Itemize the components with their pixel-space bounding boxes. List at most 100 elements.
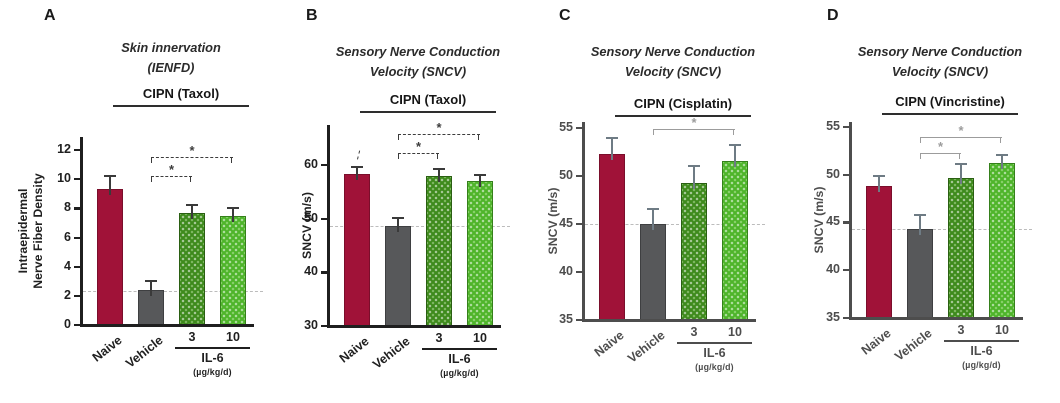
significance-bracket-tick	[920, 152, 921, 159]
significance-bracket-tick	[151, 176, 152, 183]
chart-title-line1: Skin innervation	[121, 40, 221, 55]
y-tick-mark	[74, 294, 80, 298]
y-tick-label: 55	[826, 118, 840, 133]
error-bar-cap	[392, 217, 404, 220]
plot-area: IL-6 (µg/kg/d) 0 2 4 6 8 10 12 * * Naive Vehicle 3 1…	[57, 137, 263, 377]
y-tick-mark	[74, 178, 80, 181]
bar-3	[948, 178, 974, 318]
y-tick-mark	[74, 265, 80, 268]
x-label-dose-3: 3	[435, 331, 443, 345]
error-bar-stem	[611, 138, 613, 160]
error-bar-cap	[873, 175, 885, 178]
error-bar-stem	[878, 176, 880, 193]
plot-area: IL-6 (µg/kg/d) 35 40 45 50 55 * * Naive Vehicle 3…	[826, 119, 1032, 370]
y-tick-mark	[74, 149, 80, 152]
x-axis-line	[327, 325, 501, 328]
error-bar-cap	[729, 144, 741, 147]
y-tick-label: 45	[826, 214, 840, 229]
significance-asterisk: *	[436, 120, 442, 136]
y-tick-label: 10	[57, 171, 71, 186]
bar-10	[220, 215, 246, 325]
dose-group-label: IL-6	[448, 352, 471, 366]
y-tick-mark	[74, 324, 80, 327]
y-tick-label: 40	[826, 262, 840, 277]
significance-bracket-line	[398, 153, 439, 155]
bar-3	[681, 182, 707, 320]
y-tick-label: 55	[559, 119, 573, 134]
y-tick-mark	[576, 174, 582, 177]
x-axis-line	[80, 324, 254, 327]
significance-bracket-line	[398, 134, 480, 136]
error-bar-cap	[955, 163, 967, 166]
significance-asterisk: *	[168, 162, 175, 178]
significance-bracket-tick	[920, 137, 921, 144]
significance-asterisk: *	[691, 114, 697, 130]
chart-title: Sensory Nerve Conduction Velocity (SNCV)	[828, 42, 1052, 82]
bar-10	[989, 163, 1015, 318]
error-bar-stem	[150, 281, 152, 296]
y-tick-mark	[576, 319, 582, 322]
treatment-group-label: CIPN (Taxol)	[360, 92, 496, 113]
y-axis-label-line1: Intraepidermal	[16, 188, 30, 274]
y-tick-mark	[321, 325, 327, 328]
y-tick-label: 35	[559, 312, 573, 326]
panel-letter: D	[827, 7, 840, 24]
significance-bracket-line	[151, 157, 233, 159]
bar-vehicle	[385, 226, 411, 326]
significance-bracket-line	[920, 152, 961, 154]
bar-10	[467, 181, 493, 326]
significance-bracket-tick	[653, 128, 654, 135]
plot-area: IL-6 (µg/kg/d) 35 40 45 50 55 * Naive Vehicle 3 1…	[559, 116, 765, 372]
error-bar-cap	[145, 280, 157, 283]
error-bar-stem	[397, 218, 399, 233]
significance-bracket-tick	[437, 153, 439, 160]
dose-group-line	[677, 342, 752, 344]
x-label-dose-10: 10	[473, 331, 487, 345]
chart-title-line2: Velocity (SNCV)	[891, 63, 989, 79]
error-bar-stem	[693, 166, 695, 189]
y-tick-label: 30	[304, 318, 318, 332]
error-bar-stem	[919, 214, 921, 236]
panel-b: B Sensory Nerve Conduction Velocity (SNC…	[280, 0, 532, 403]
panel-letter: A	[44, 7, 57, 24]
significance-bracket-tick	[398, 134, 399, 141]
y-tick-mark	[321, 164, 327, 167]
panel-letter: B	[306, 7, 319, 24]
error-bar-cap	[996, 153, 1008, 156]
y-tick-mark	[74, 207, 80, 210]
chart-title-line2: (IENFD)	[147, 59, 195, 75]
error-bar-stem	[734, 145, 736, 168]
x-label-dose-3: 3	[188, 330, 196, 344]
significance-bracket-tick	[1000, 137, 1002, 144]
y-tick-mark	[576, 270, 582, 274]
significance-bracket-line	[151, 176, 192, 178]
error-bar-stem	[438, 168, 440, 183]
y-tick-mark	[843, 125, 849, 128]
panel-a: A Skin innervation (IENFD) CIPN (Taxol) …	[0, 0, 280, 403]
dose-units-label: (µg/kg/d)	[193, 367, 232, 377]
x-label-dose-10: 10	[995, 323, 1009, 337]
y-tick-mark	[843, 221, 849, 224]
y-tick-mark	[843, 269, 849, 272]
dose-units-label: (µg/kg/d)	[695, 362, 734, 372]
error-bar-stem	[960, 164, 962, 185]
significance-asterisk: *	[415, 139, 422, 155]
error-bar-cap	[433, 167, 445, 170]
bar-3	[426, 176, 452, 326]
dose-group-label: IL-6	[970, 344, 993, 358]
y-tick-label: 6	[64, 229, 71, 244]
y-tick-label: 12	[57, 142, 71, 157]
y-tick-label: 50	[304, 210, 318, 225]
y-axis-line	[582, 122, 585, 321]
dose-group-label: IL-6	[703, 346, 726, 360]
plot-area: IL-6 (µg/kg/d) 30 40 50 60 * * Naive Vehicle 3 10	[304, 121, 510, 378]
bar-3	[179, 212, 205, 325]
y-tick-mark	[321, 271, 327, 274]
x-label-dose-10: 10	[226, 330, 240, 344]
y-axis-line	[849, 122, 852, 319]
error-bar-cap	[351, 166, 363, 169]
y-tick-label: 40	[304, 264, 318, 279]
dose-units-label: (µg/kg/d)	[962, 360, 1001, 370]
y-tick-mark	[576, 222, 582, 226]
